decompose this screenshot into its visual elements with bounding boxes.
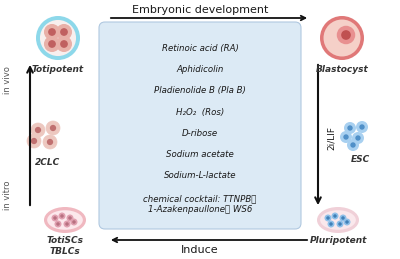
Ellipse shape	[44, 207, 86, 233]
Text: Pluripotent: Pluripotent	[309, 236, 367, 245]
Circle shape	[338, 222, 342, 226]
Circle shape	[72, 220, 76, 224]
Circle shape	[352, 132, 364, 144]
Circle shape	[56, 24, 72, 40]
Circle shape	[347, 139, 359, 151]
Text: in vivo: in vivo	[4, 66, 12, 94]
Circle shape	[344, 122, 356, 134]
Circle shape	[54, 220, 62, 227]
Circle shape	[324, 214, 332, 221]
Circle shape	[350, 142, 356, 148]
Circle shape	[60, 28, 68, 36]
Text: Induce: Induce	[181, 245, 219, 255]
Circle shape	[329, 222, 333, 226]
Circle shape	[328, 220, 334, 227]
Circle shape	[43, 135, 57, 149]
Circle shape	[50, 125, 56, 131]
Text: 2i/LIF: 2i/LIF	[327, 126, 336, 150]
Circle shape	[341, 30, 351, 40]
Ellipse shape	[317, 207, 359, 233]
Circle shape	[359, 124, 365, 130]
Circle shape	[58, 212, 66, 219]
Circle shape	[326, 216, 330, 220]
Circle shape	[48, 40, 56, 48]
Circle shape	[56, 36, 72, 52]
Circle shape	[68, 216, 72, 220]
Circle shape	[66, 214, 74, 221]
Circle shape	[356, 121, 368, 133]
Circle shape	[31, 138, 37, 144]
Text: Totipotent: Totipotent	[32, 65, 84, 74]
Circle shape	[44, 24, 60, 40]
Circle shape	[48, 28, 56, 36]
Circle shape	[341, 216, 345, 220]
Circle shape	[320, 16, 364, 60]
Circle shape	[35, 127, 41, 133]
Circle shape	[344, 219, 350, 226]
Text: Pladienolide B (Pla B): Pladienolide B (Pla B)	[154, 86, 246, 95]
Circle shape	[333, 214, 337, 218]
Circle shape	[345, 220, 349, 224]
Circle shape	[36, 16, 80, 60]
Circle shape	[44, 36, 60, 52]
Circle shape	[340, 131, 352, 143]
FancyBboxPatch shape	[99, 22, 301, 229]
Circle shape	[60, 214, 64, 218]
Text: ESC: ESC	[350, 155, 370, 164]
Text: TotiSCs
TBLCs: TotiSCs TBLCs	[46, 236, 84, 256]
Text: Sodium-L-lactate: Sodium-L-lactate	[164, 171, 236, 180]
Text: Aphidicolin: Aphidicolin	[176, 65, 224, 74]
Text: Embryonic development: Embryonic development	[132, 5, 268, 15]
Text: D-ribose: D-ribose	[182, 129, 218, 138]
Text: Retinoic acid (RA): Retinoic acid (RA)	[162, 44, 238, 53]
Text: in vitro: in vitro	[4, 180, 12, 210]
Circle shape	[347, 125, 353, 131]
Circle shape	[64, 220, 70, 227]
Circle shape	[53, 216, 57, 220]
Circle shape	[343, 134, 349, 140]
Circle shape	[336, 220, 344, 227]
Ellipse shape	[47, 210, 83, 230]
Circle shape	[340, 214, 346, 221]
Circle shape	[332, 212, 338, 219]
Circle shape	[70, 219, 78, 226]
Text: Blastocyst: Blastocyst	[316, 65, 368, 74]
Circle shape	[324, 19, 360, 56]
Circle shape	[46, 121, 60, 135]
Ellipse shape	[320, 210, 356, 230]
Circle shape	[355, 135, 361, 141]
Text: H₂O₂  (Ros): H₂O₂ (Ros)	[176, 107, 224, 117]
Circle shape	[60, 40, 68, 48]
Circle shape	[40, 20, 76, 56]
Circle shape	[52, 214, 58, 221]
Circle shape	[65, 222, 69, 226]
Circle shape	[337, 26, 355, 44]
Circle shape	[31, 123, 45, 137]
Text: 2CLC: 2CLC	[35, 158, 61, 167]
Circle shape	[47, 139, 53, 145]
Text: Sodium acetate: Sodium acetate	[166, 150, 234, 159]
Circle shape	[27, 134, 41, 148]
Text: chemical cocktail: TTNPB；
1-Azakenpaullone； WS6: chemical cocktail: TTNPB； 1-Azakenpaullo…	[143, 194, 257, 214]
Circle shape	[56, 222, 60, 226]
